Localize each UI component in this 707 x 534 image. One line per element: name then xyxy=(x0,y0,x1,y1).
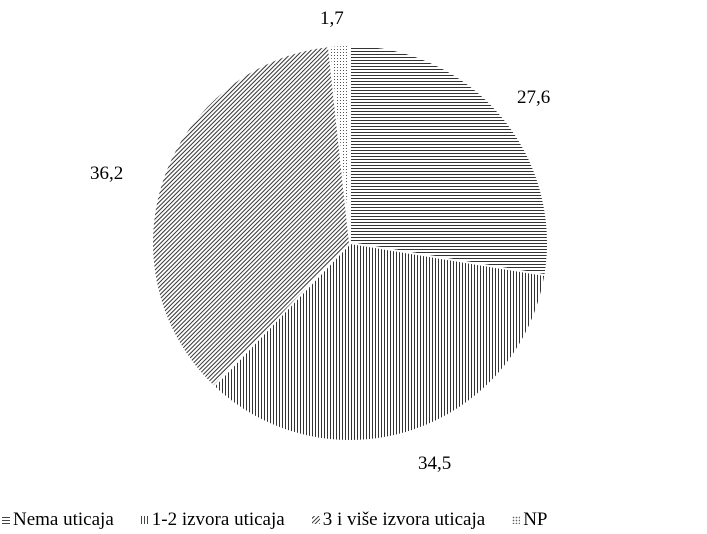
legend-swatch-diagonal-lines xyxy=(311,516,320,524)
slice-3-i-vise-izvora-uticaja xyxy=(151,45,352,388)
chart-legend: Nema uticaja 1-2 izvora uticaja 3 i više… xyxy=(0,508,707,532)
data-label: 27,6 xyxy=(517,87,550,108)
slice-1-2-izvora-uticaja xyxy=(212,241,547,442)
legend-item-nema-uticaja: Nema uticaja xyxy=(2,509,114,531)
legend-swatch-dots xyxy=(512,516,521,524)
data-label: 34,5 xyxy=(418,453,451,474)
slice-np xyxy=(327,43,351,244)
legend-label: Nema uticaja xyxy=(13,509,114,530)
legend-item-1-2-izvora: 1-2 izvora uticaja xyxy=(140,509,285,531)
legend-swatch-vertical-lines xyxy=(140,516,149,524)
legend-label: NP xyxy=(523,509,548,530)
slice-nema-uticaja xyxy=(349,43,549,277)
data-label: 36,2 xyxy=(90,163,123,184)
legend-label: 3 i više izvora uticaja xyxy=(322,509,486,530)
legend-item-np: NP xyxy=(512,509,548,531)
legend-label: 1-2 izvora uticaja xyxy=(151,509,285,530)
legend-item-3-i-vise-izvora: 3 i više izvora uticaja xyxy=(311,509,486,531)
data-label: 1,7 xyxy=(320,8,344,29)
legend-swatch-horizontal-lines xyxy=(2,516,10,524)
